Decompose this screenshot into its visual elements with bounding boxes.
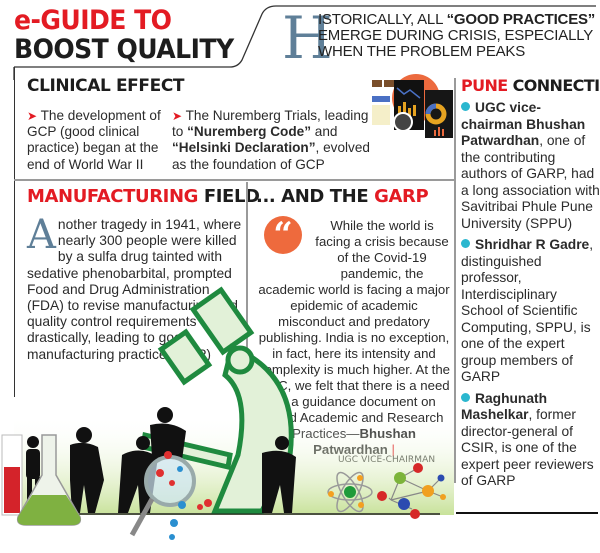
pune-item-text: , former director-general of CSIR, is on… [461, 407, 594, 488]
left-border [14, 67, 16, 397]
header-quote: ISTORICALLY, ALL “GOOD PRACTICES” EMERGE… [318, 12, 595, 60]
pune-item-name: Raghunath Mashelkar [461, 390, 548, 423]
garp-heading-red: GARP [374, 186, 429, 207]
pune-divider [454, 78, 456, 483]
quote-dropcap: H [282, 4, 333, 72]
lab-scene-illustration [1, 286, 454, 540]
quote-line-1: ISTORICALLY, ALL [318, 11, 447, 28]
infographic-title: e-GUIDE TO BOOST QUALITY [14, 6, 234, 64]
pune-item-text: , distinguished professor, Interdiscipli… [461, 237, 594, 384]
title-line-2: BOOST QUALITY [14, 34, 234, 65]
pune-item: Shridhar R Gadre, distinguished professo… [461, 237, 600, 386]
bullet-dot-icon [461, 102, 470, 111]
manufacturing-body: A nother tragedy in 1941, where nearly 3… [27, 212, 245, 363]
pune-item-name: Shridhar R Gadre [475, 237, 590, 252]
bullet-dot-icon [461, 392, 470, 402]
clinical-divider [14, 179, 454, 181]
pune-heading-black: CONNECTION [512, 76, 600, 95]
pune-heading: PUNE CONNECTION [461, 76, 600, 95]
pune-item-text: , one of the contributing authors of GAR… [461, 133, 600, 231]
mid-divider [246, 182, 248, 382]
quote-mark-icon: “ [264, 216, 302, 254]
atom-icon [327, 471, 373, 513]
title-line-1: e-GUIDE TO [14, 5, 172, 36]
manufacturing-text: nother tragedy in 1941, where nearly 300… [27, 217, 242, 362]
data-charts-illustration [372, 74, 453, 138]
helsinki-declaration: “Helsinki Declaration” [172, 140, 316, 156]
manufacturing-heading-black: FIELD [198, 186, 260, 207]
clinical-effect-heading: CLINICAL EFFECT [27, 76, 185, 96]
garp-heading-black: ... AND THE [256, 186, 375, 207]
pune-item: Raghunath Mashelkar, former director-gen… [461, 391, 600, 490]
quote-emphasis: “GOOD PRACTICES” [446, 11, 596, 28]
silhouette-workers-illustration [26, 407, 296, 513]
manufacturing-heading: MANUFACTURING FIELD [27, 186, 260, 207]
quote-mark-glyph: “ [273, 215, 293, 255]
quote-line-3: WHEN THE PROBLEM PEAKS [318, 43, 526, 60]
pune-bottom-rule [456, 512, 598, 514]
clinical-point-1: ➤ The development of GCP (good clinical … [27, 108, 161, 173]
magnifier-molecule-illustration [129, 451, 212, 540]
red-arrow-icon: ➤ [27, 109, 38, 123]
clinical-point-1-text: The development of GCP (good clinical pr… [27, 108, 161, 172]
clinical-point-2: ➤ The Nuremberg Trials, leading to “Nure… [172, 108, 372, 173]
garp-heading: ... AND THE GARP [256, 186, 429, 207]
nuremberg-code: “Nuremberg Code” [187, 124, 311, 140]
manufacturing-heading-red: MANUFACTURING [27, 186, 198, 207]
molecule-network-icon [377, 463, 446, 519]
manufacturing-dropcap: A [27, 212, 56, 258]
clinical-point-2-end: , evolved as the foundation of GCP [172, 140, 370, 172]
quote-float-spacer [256, 218, 312, 278]
pune-heading-red: PUNE [461, 76, 508, 95]
pune-item-name: UGC vice-chairman Bhushan Patwardhan [461, 100, 586, 148]
bullet-dot-icon [461, 239, 470, 248]
quote-line-2: EMERGE DURING CRISIS, ESPECIALLY [318, 27, 594, 44]
conj: and [311, 124, 338, 140]
red-arrow-icon: ➤ [172, 109, 183, 123]
pune-item: UGC vice-chairman Bhushan Patwardhan, on… [461, 100, 600, 232]
clinical-point-2-text: The Nuremberg Trials, leading to [172, 108, 369, 140]
pune-list: UGC vice-chairman Bhushan Patwardhan, on… [461, 100, 600, 495]
